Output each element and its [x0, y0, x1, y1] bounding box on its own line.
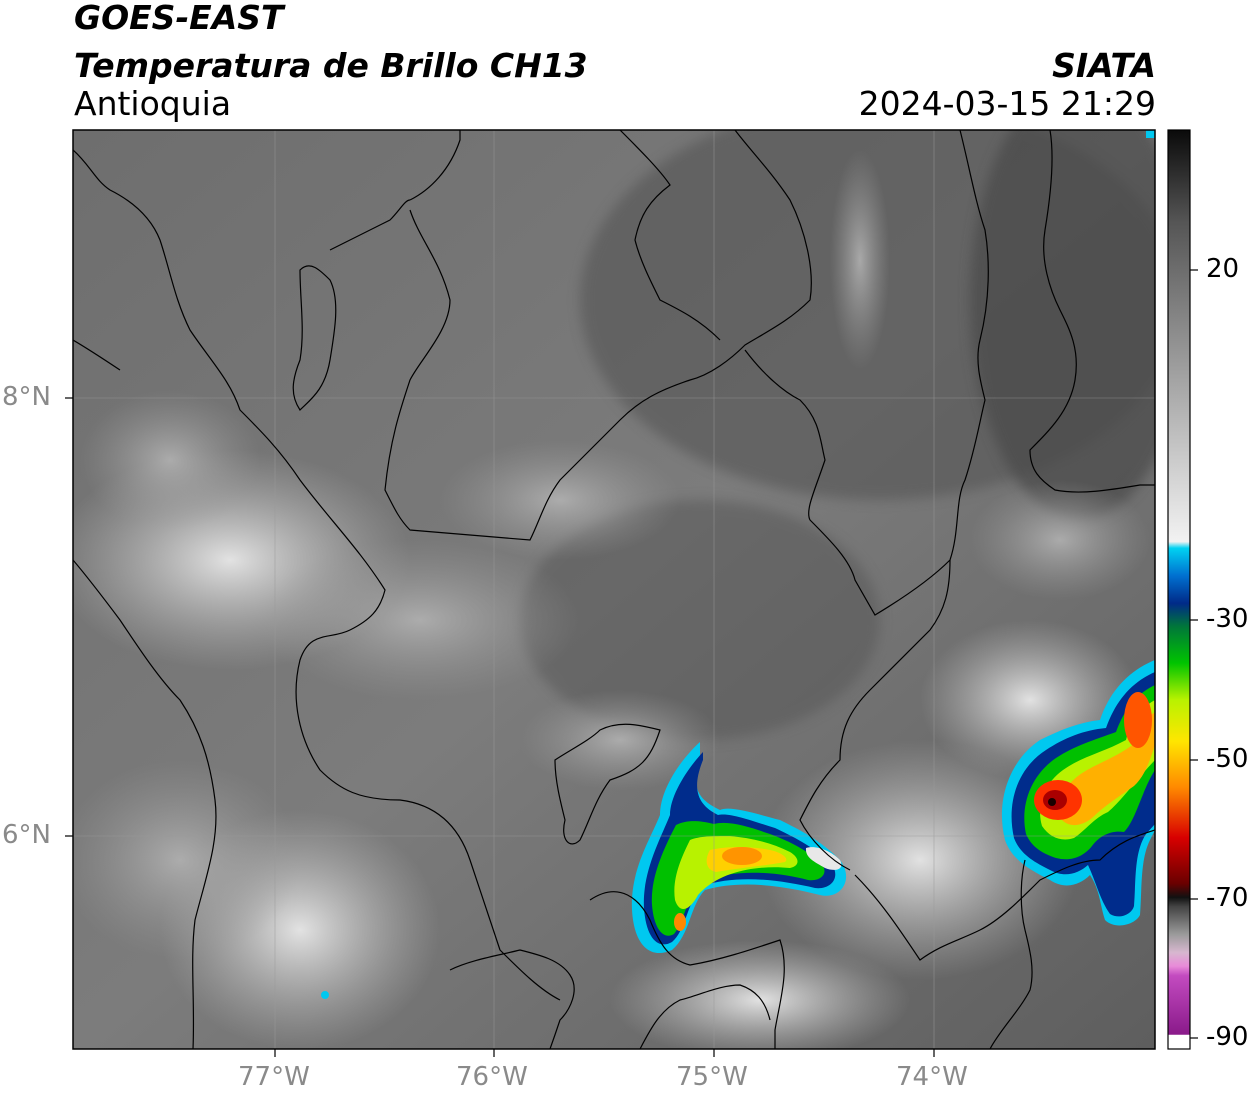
colorbar-gradient: [1168, 130, 1190, 1049]
colorbar: [1167, 129, 1198, 1050]
colorbar-tick-neg90: -90: [1206, 1022, 1249, 1052]
organization-label: SIATA: [1052, 46, 1156, 85]
region-subtitle: Antioquia: [74, 84, 232, 123]
lon-label-74w: 74°W: [896, 1062, 968, 1092]
lat-label-8n: 8°N: [2, 382, 51, 412]
satellite-image: [73, 130, 1155, 1049]
cold-speck: [321, 991, 329, 999]
colorbar-tick-neg30: -30: [1206, 604, 1249, 634]
lon-label-75w: 75°W: [676, 1062, 748, 1092]
product-title: Temperatura de Brillo CH13: [74, 46, 588, 85]
colorbar-tick-neg70: -70: [1206, 883, 1249, 913]
colorbar-tick-20: 20: [1206, 254, 1240, 284]
colorbar-tick-neg50: -50: [1206, 744, 1249, 774]
axis-ticks: [65, 397, 935, 1057]
boundaries: [73, 130, 1155, 1049]
convective-cell-east: [1001, 660, 1155, 926]
map-frame: [72, 129, 1156, 1050]
cloud-southeast: [760, 740, 1080, 980]
convective-cell-center: [631, 742, 847, 954]
datetime-label: 2024-03-15 21:29: [858, 84, 1156, 123]
satellite-title: GOES-EAST: [74, 0, 284, 37]
lon-label-76w: 76°W: [456, 1062, 528, 1092]
lon-label-77w: 77°W: [238, 1062, 310, 1092]
lat-label-6n: 6°N: [2, 820, 51, 850]
graticule: [73, 130, 1155, 1049]
